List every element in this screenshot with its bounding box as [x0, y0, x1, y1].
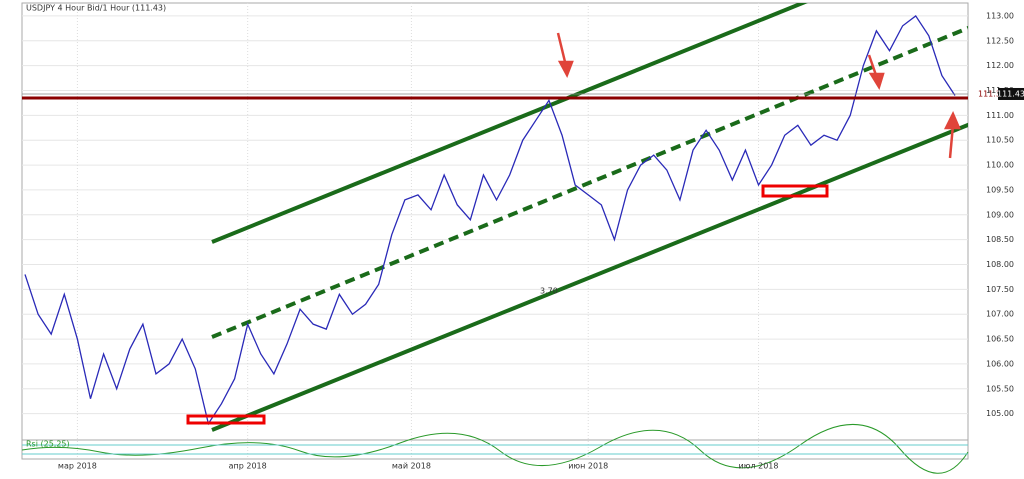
highlight-box: [761, 184, 829, 198]
last-price-box: [998, 87, 1024, 100]
last-price-label: 111.43: [997, 89, 1024, 98]
x-tick-label: май 2018: [392, 462, 431, 471]
y-tick-label: 112.50: [986, 36, 1014, 45]
channel-lower: [211, 122, 968, 432]
indicator-label: Rsi (25,25): [26, 440, 70, 449]
arrows: [556, 32, 961, 159]
rsi-line: [21, 424, 969, 474]
x-tick-label: апр 2018: [229, 462, 267, 471]
y-tick-label: 110.00: [986, 161, 1014, 170]
y-tick-label: 109.00: [986, 210, 1014, 219]
annotation: 3.70: [540, 287, 558, 296]
y-tick-label: 107.50: [986, 285, 1014, 294]
x-tick-label: июн 2018: [568, 462, 608, 471]
y-tick-label: 111.00: [986, 111, 1014, 120]
y-tick-label: 110.50: [986, 136, 1014, 145]
x-tick-label: июл 2018: [739, 462, 779, 471]
y-tick-label: 109.50: [986, 185, 1014, 194]
y-tick-label: 105.50: [986, 384, 1014, 393]
channel: [211, 3, 968, 432]
channel-upper: [211, 3, 808, 244]
price-line: [24, 14, 956, 426]
channel-middle: [211, 25, 968, 339]
x-tick-label: мар 2018: [58, 462, 97, 471]
y-tick-label: 113.00: [986, 11, 1014, 20]
y-tick-label: 106.00: [986, 359, 1014, 368]
y-tick-label: 108.00: [986, 260, 1014, 269]
y-tick-label: 105.00: [986, 409, 1014, 418]
chart-title: USDJPY 4 Hour Bid/1 Hour (111.43): [26, 4, 166, 13]
y-tick-label: 108.50: [986, 235, 1014, 244]
highlight-box: [186, 414, 266, 425]
indicator-pane: [21, 439, 969, 460]
y-tick-label: 106.50: [986, 335, 1014, 344]
y-tick-label: 107.00: [986, 310, 1014, 319]
y-tick-label: 112.00: [986, 61, 1014, 70]
level-label: 111.35: [978, 89, 1006, 98]
